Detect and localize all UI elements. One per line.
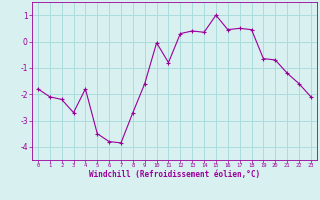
X-axis label: Windchill (Refroidissement éolien,°C): Windchill (Refroidissement éolien,°C) [89, 170, 260, 179]
